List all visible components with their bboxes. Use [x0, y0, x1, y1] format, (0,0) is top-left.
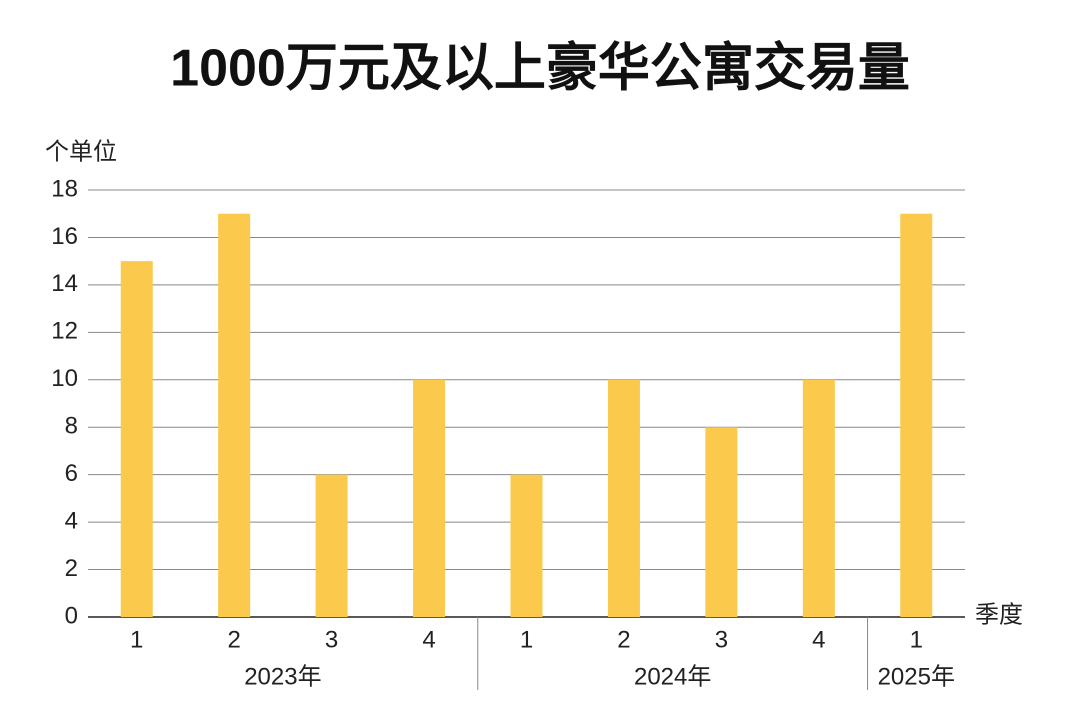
bar [510, 474, 543, 617]
bar [218, 213, 251, 617]
x-axis-label: 季度 [975, 601, 1023, 628]
bar [120, 261, 153, 617]
bar [315, 474, 348, 617]
bar [413, 379, 446, 617]
y-axis-label: 个单位 [45, 138, 117, 165]
y-tick-label: 16 [51, 223, 78, 250]
x-tick-label: 4 [422, 626, 435, 653]
bar [900, 213, 933, 617]
x-tick-label: 4 [812, 626, 825, 653]
y-tick-label: 0 [65, 602, 78, 629]
y-tick-label: 12 [51, 318, 78, 345]
x-tick-label: 1 [520, 626, 533, 653]
bar [802, 379, 835, 617]
x-tick-label: 3 [715, 626, 728, 653]
x-tick-label: 1 [130, 626, 143, 653]
x-tick-label: 2 [227, 626, 240, 653]
x-tick-label: 3 [325, 626, 338, 653]
bar [705, 427, 738, 617]
y-tick-label: 4 [65, 507, 78, 534]
x-tick-label: 1 [910, 626, 923, 653]
y-tick-label: 6 [65, 460, 78, 487]
group-label: 2025年 [878, 663, 955, 690]
chart-title: 1000万元及以上豪华公寓交易量 [170, 40, 910, 98]
group-label: 2023年 [244, 663, 321, 690]
y-tick-label: 2 [65, 555, 78, 582]
x-tick-label: 2 [617, 626, 630, 653]
y-tick-label: 14 [51, 270, 78, 297]
y-tick-label: 18 [51, 175, 78, 202]
group-label: 2024年 [634, 663, 711, 690]
y-tick-label: 10 [51, 365, 78, 392]
y-tick-label: 8 [65, 413, 78, 440]
bar [607, 379, 640, 617]
